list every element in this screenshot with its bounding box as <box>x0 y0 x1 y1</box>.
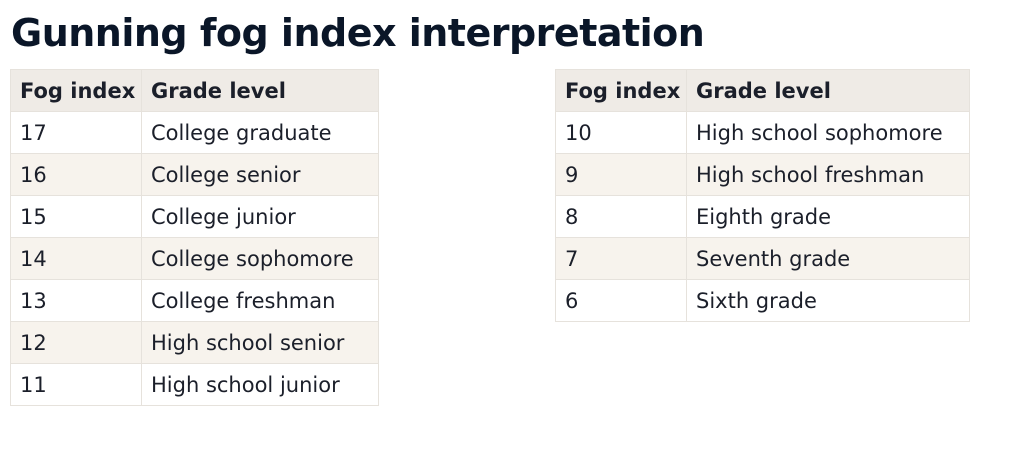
fog-index-cell: 13 <box>10 279 142 322</box>
fog-index-cell: 8 <box>555 195 687 238</box>
table-row: 6 Sixth grade <box>555 279 970 322</box>
fog-index-cell: 6 <box>555 279 687 322</box>
page-title: Gunning fog index interpretation <box>11 11 705 55</box>
table-row: 16 College senior <box>10 153 379 196</box>
grade-level-cell: Eighth grade <box>686 195 970 238</box>
grade-level-cell: High school junior <box>141 363 379 406</box>
fog-index-cell: 16 <box>10 153 142 196</box>
table-row: 17 College graduate <box>10 111 379 154</box>
table-row: 13 College freshman <box>10 279 379 322</box>
fog-index-cell: 17 <box>10 111 142 154</box>
grade-level-cell: High school sophomore <box>686 111 970 154</box>
table-row: 8 Eighth grade <box>555 195 970 238</box>
fog-index-table-left: Fog index Grade level 17 College graduat… <box>10 69 379 406</box>
column-header-grade-level: Grade level <box>686 69 970 112</box>
grade-level-cell: College freshman <box>141 279 379 322</box>
grade-level-cell: High school freshman <box>686 153 970 196</box>
grade-level-cell: College senior <box>141 153 379 196</box>
column-header-fog-index: Fog index <box>555 69 687 112</box>
grade-level-cell: College graduate <box>141 111 379 154</box>
table-row: 9 High school freshman <box>555 153 970 196</box>
fog-index-cell: 11 <box>10 363 142 406</box>
table-row: 14 College sophomore <box>10 237 379 280</box>
column-header-grade-level: Grade level <box>141 69 379 112</box>
fog-index-table-right: Fog index Grade level 10 High school sop… <box>555 69 970 322</box>
grade-level-cell: High school senior <box>141 321 379 364</box>
table-row: 10 High school sophomore <box>555 111 970 154</box>
fog-index-cell: 10 <box>555 111 687 154</box>
table-header-row: Fog index Grade level <box>10 69 379 112</box>
fog-index-cell: 9 <box>555 153 687 196</box>
grade-level-cell: College sophomore <box>141 237 379 280</box>
fog-index-cell: 15 <box>10 195 142 238</box>
fog-index-cell: 14 <box>10 237 142 280</box>
grade-level-cell: College junior <box>141 195 379 238</box>
column-header-fog-index: Fog index <box>10 69 142 112</box>
table-row: 12 High school senior <box>10 321 379 364</box>
fog-index-cell: 12 <box>10 321 142 364</box>
grade-level-cell: Seventh grade <box>686 237 970 280</box>
table-row: 15 College junior <box>10 195 379 238</box>
grade-level-cell: Sixth grade <box>686 279 970 322</box>
table-header-row: Fog index Grade level <box>555 69 970 112</box>
table-row: 7 Seventh grade <box>555 237 970 280</box>
table-row: 11 High school junior <box>10 363 379 406</box>
fog-index-cell: 7 <box>555 237 687 280</box>
